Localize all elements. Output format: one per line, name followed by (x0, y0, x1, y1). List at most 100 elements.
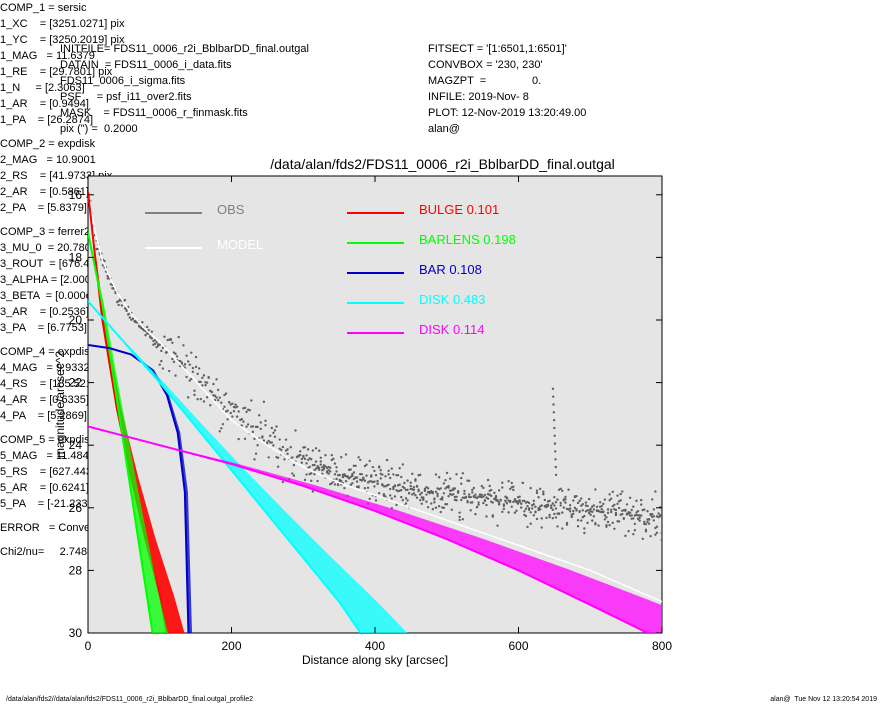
obs-point (553, 495, 556, 499)
header-mid-line: INFILE: 2019-Nov- 8 (428, 91, 529, 103)
obs-point (212, 382, 215, 386)
obs-point (278, 438, 281, 441)
header-left: INITFILE= FDS11_0006_r2i_BblbarDD_final.… (60, 41, 309, 137)
header-mid-line: CONVBOX = '230, 230' (428, 59, 543, 71)
obs-point (120, 304, 124, 307)
obs-point (329, 470, 332, 473)
obs-point (450, 508, 453, 511)
obs-point (439, 487, 442, 490)
obs-point (261, 436, 264, 439)
obs-point (649, 534, 652, 538)
obs-point (535, 489, 539, 492)
obs-point (199, 380, 202, 384)
obs-point (452, 493, 455, 496)
obs-point (602, 502, 605, 506)
obs-point (572, 499, 575, 502)
obs-point (538, 487, 542, 491)
obs-point (414, 478, 417, 481)
obs-point (400, 475, 403, 479)
obs-point (186, 396, 190, 399)
obs-point (568, 507, 572, 510)
obs-point (226, 409, 229, 412)
param-line: 1_PA = [26.2874] (0, 114, 94, 126)
obs-point (393, 495, 397, 498)
obs-point (633, 522, 637, 526)
obs-point (497, 501, 501, 504)
obs-point (340, 456, 343, 459)
obs-point (564, 495, 567, 499)
obs-point (613, 527, 616, 531)
obs-point (251, 425, 255, 428)
obs-point (562, 506, 566, 509)
obs-point (657, 512, 660, 515)
obs-point (535, 517, 539, 521)
obs-point (281, 445, 285, 449)
legend-label: OBS (217, 202, 245, 217)
obs-point (461, 472, 465, 475)
obs-point (561, 489, 564, 493)
y-tick-label: 26 (69, 501, 83, 515)
x-tick-label: 200 (221, 639, 241, 653)
obs-point (237, 410, 240, 413)
obs-point (313, 469, 316, 472)
obs-point (633, 529, 637, 532)
obs-point (643, 520, 646, 524)
obs-point (485, 515, 488, 518)
obs-point (158, 363, 161, 366)
obs-point (594, 522, 597, 525)
obs-point (316, 465, 319, 468)
obs-point (523, 499, 526, 503)
header-mid-line: PLOT: 12-Nov-2019 13:20:49.00 (428, 107, 587, 119)
obs-point (510, 481, 513, 485)
obs-point (550, 504, 553, 507)
obs-point (554, 516, 558, 519)
obs-point (581, 509, 584, 512)
obs-point (381, 473, 384, 476)
obs-point (175, 355, 179, 358)
obs-point (232, 410, 236, 413)
obs-point (123, 298, 127, 302)
obs-point (220, 401, 223, 404)
component-line (88, 232, 154, 633)
obs-point (542, 490, 545, 493)
obs-point (455, 473, 458, 476)
obs-point (556, 525, 559, 528)
obs-point (395, 503, 398, 507)
param-group: COMP_5 = expdisk 5_MAG = 11.4848 5_RS = [6… (0, 432, 885, 512)
obs-point (458, 518, 461, 522)
obs-point (243, 406, 247, 410)
obs-point (442, 506, 446, 509)
obs-point (437, 505, 441, 508)
obs-point (507, 511, 510, 514)
obs-point (532, 502, 536, 506)
obs-point (220, 427, 223, 430)
obs-point (343, 473, 346, 476)
param-line: 1_RE = [29.7801] pix (0, 66, 113, 78)
obs-point (357, 486, 360, 489)
obs-point (505, 502, 509, 505)
obs-point (594, 488, 597, 491)
obs-point (497, 503, 501, 506)
param-group: COMP_2 = expdisk 2_MAG = 10.9001 2_RS = [4… (0, 136, 885, 216)
obs-point (389, 476, 392, 480)
param-line: 5_MAG = 11.4848 (0, 450, 95, 462)
obs-point (153, 342, 157, 346)
obs-point (431, 491, 435, 495)
header-mid-line: FITSECT = '[1:6501,1:6501]' (428, 43, 567, 55)
obs-point (553, 504, 556, 507)
obs-point (198, 367, 201, 370)
obs-point (439, 510, 442, 514)
obs-point (262, 439, 266, 442)
obs-point (434, 506, 438, 509)
obs-point (317, 449, 321, 452)
obs-point (303, 457, 307, 461)
obs-point (611, 490, 614, 494)
obs-point (527, 501, 531, 505)
obs-point (614, 513, 618, 517)
obs-point (540, 526, 543, 529)
y-tick-label: 20 (69, 313, 83, 327)
obs-point (423, 489, 427, 492)
obs-point (510, 505, 513, 508)
obs-point (576, 525, 580, 528)
obs-point (554, 465, 558, 469)
